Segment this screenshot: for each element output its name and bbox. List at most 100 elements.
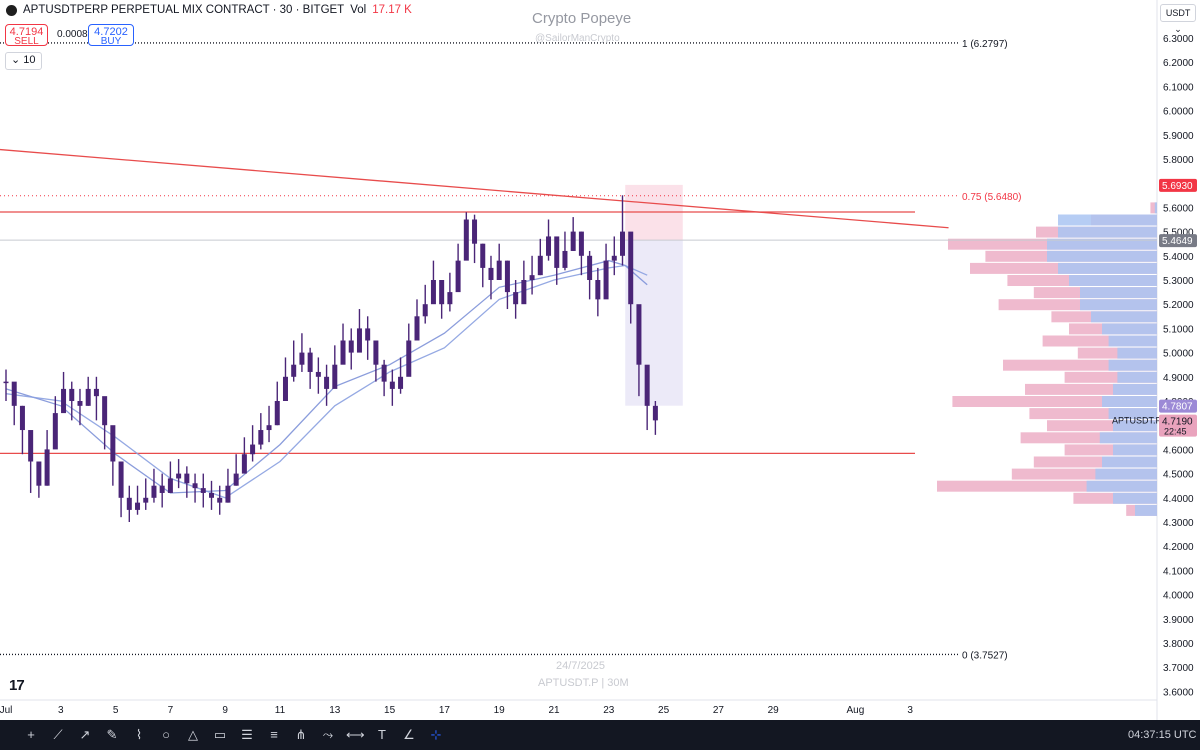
x-tick-label: 3	[907, 705, 913, 716]
vp-bar-buy	[1099, 432, 1157, 444]
volume-profile	[937, 202, 1157, 516]
vp-bar-total	[937, 480, 1157, 492]
watermark-handle: @SailorManCrypto	[535, 33, 620, 44]
x-tick-label: Aug	[847, 705, 865, 716]
fib-icon[interactable]: ⊹	[430, 727, 442, 742]
brush-icon[interactable]: ✎	[106, 727, 118, 742]
trendline	[0, 148, 949, 229]
path-icon[interactable]: ⌇	[135, 727, 143, 742]
candle-body	[488, 267, 494, 280]
candle-body	[315, 371, 321, 377]
candle-body	[19, 405, 25, 431]
candle-body	[521, 280, 527, 305]
candle-body	[496, 260, 502, 280]
vp-bar-total	[1064, 444, 1157, 456]
x-tick-label: 11	[275, 705, 286, 716]
parallel-channel-icon[interactable]: ☰	[241, 727, 253, 742]
x-tick-label: 23	[603, 705, 615, 716]
crosshair-icon[interactable]: +	[27, 727, 35, 742]
candle-body	[282, 376, 288, 401]
spread-value: 0.0008	[57, 29, 88, 40]
candle-body	[233, 473, 239, 486]
vp-bar-buy	[1047, 250, 1157, 262]
price-tag	[1159, 234, 1197, 248]
candle-body	[463, 219, 469, 261]
candle-body	[644, 364, 650, 406]
y-tick-label: 5.2000	[1163, 300, 1194, 311]
candle-body	[546, 236, 552, 256]
circle-icon[interactable]: ○	[162, 727, 170, 742]
candle-body	[61, 388, 67, 414]
candle-body	[274, 401, 280, 426]
x-tick-label: 5	[113, 705, 119, 716]
regression-icon[interactable]: ≡	[270, 727, 278, 742]
time-axis: Jul 3 5 7 9 11 13 15 17 19 21 23 25 27 29 Aug 3	[0, 705, 913, 716]
vp-bar-buy	[1069, 275, 1157, 286]
x-tick-label: 13	[329, 705, 341, 716]
vp-bar-buy	[1154, 202, 1157, 214]
pitchfork-icon[interactable]: ⋔	[295, 727, 307, 742]
vp-bar-total	[1064, 371, 1157, 383]
y-tick-label: 3.7000	[1163, 663, 1194, 674]
candle-body	[192, 483, 198, 489]
candle-body	[85, 388, 91, 406]
buy-button[interactable]: 4.7202 BUY	[88, 24, 134, 47]
chevron-down-icon: ⌄	[1174, 24, 1182, 34]
measure-icon[interactable]: ⟷	[346, 727, 365, 742]
candle-body	[365, 328, 371, 341]
vp-bar-total	[1029, 408, 1157, 420]
watermark-series: APTUSDT.P | 30M	[538, 677, 629, 689]
y-tick-label: 4.6000	[1163, 445, 1194, 456]
vp-bar-buy	[1047, 238, 1157, 250]
candle-body	[554, 236, 560, 268]
x-tick-label: 21	[548, 705, 560, 716]
volume-label: Vol	[350, 4, 367, 16]
indicator-count: 10	[23, 54, 36, 66]
y-tick-label: 6.2000	[1163, 58, 1194, 69]
candle-body	[200, 488, 206, 493]
candle-body	[307, 352, 313, 372]
rectangle-icon[interactable]: ▭	[213, 727, 227, 742]
y-tick-label: 4.4000	[1163, 494, 1194, 505]
candle-body	[587, 255, 593, 280]
angle-icon[interactable]: ∠	[403, 727, 415, 742]
y-tick-label: 4.0000	[1163, 591, 1194, 602]
fib-level-label: 0 (3.7527)	[962, 650, 1008, 661]
candle-body	[77, 401, 83, 406]
candle-body	[332, 364, 338, 389]
vp-bar-buy	[1108, 335, 1157, 347]
candle-body	[28, 430, 34, 462]
price-chart[interactable]: 1 (6.2797) 0.75 (5.6480) 0 (3.7527) APTUSD…	[0, 0, 1200, 720]
candle-body	[11, 381, 17, 406]
vp-bar-buy	[1086, 480, 1157, 492]
polyline-icon[interactable]: ⤳	[322, 727, 334, 742]
sell-button[interactable]: 4.7194 SELL	[5, 24, 48, 47]
candles	[3, 195, 658, 522]
candle-body	[93, 388, 99, 397]
ray-icon[interactable]: ↗	[79, 727, 91, 742]
candle-body	[406, 340, 412, 377]
y-tick-label: 5.4000	[1163, 252, 1194, 263]
indicators-toggle[interactable]: ⌄ 10	[5, 52, 42, 70]
vp-bar-total	[1003, 359, 1157, 371]
tradingview-logo[interactable]: 17	[9, 677, 25, 694]
x-tick-label: 29	[768, 705, 780, 716]
candle-body	[266, 425, 272, 431]
x-tick-label: 9	[222, 705, 228, 716]
y-tick-label: 6.3000	[1163, 34, 1194, 45]
currency-selector[interactable]: USDT ⌄	[1160, 4, 1196, 34]
y-tick-label: 5.1000	[1163, 324, 1194, 335]
price-tag	[1159, 414, 1197, 437]
y-tick-label: 5.8000	[1163, 155, 1194, 166]
ma-slow-line	[5, 264, 648, 499]
trend-line-icon[interactable]: ⟋	[53, 727, 63, 742]
candle-body	[381, 364, 387, 382]
vp-bar-buy	[1095, 468, 1157, 480]
triangle-icon[interactable]: △	[188, 727, 198, 742]
candle-body	[69, 388, 75, 401]
candle-body	[184, 473, 190, 484]
symbol-title[interactable]: APTUSDTPERP PERPETUAL MIX CONTRACT · 30 …	[23, 4, 345, 16]
candle-body	[480, 243, 486, 268]
text-icon[interactable]: T	[378, 727, 386, 742]
candle-body	[439, 280, 445, 305]
